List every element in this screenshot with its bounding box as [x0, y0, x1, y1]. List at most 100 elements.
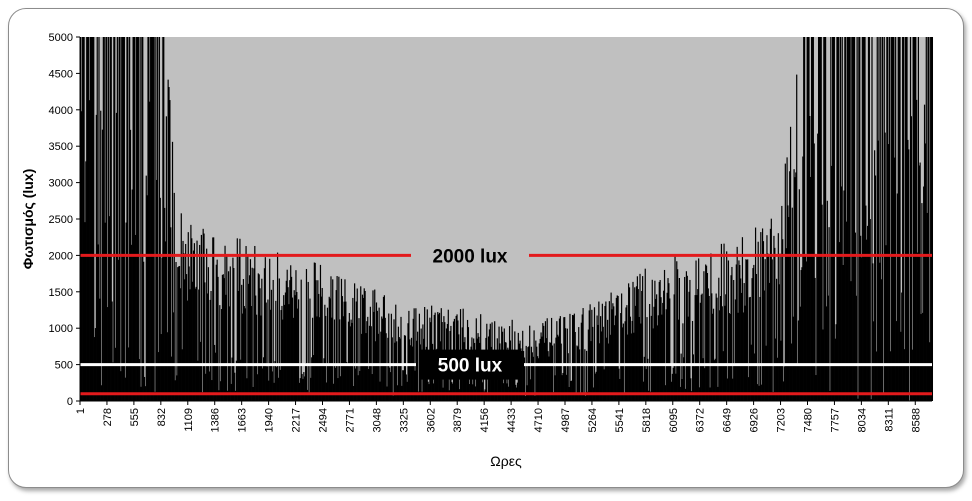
- bar: [249, 259, 252, 401]
- bar: [245, 246, 247, 401]
- x-tick-label: 7480: [802, 408, 814, 432]
- bar: [248, 283, 250, 401]
- bar: [80, 37, 82, 401]
- bar: [160, 334, 162, 401]
- bar: [762, 241, 765, 401]
- bar: [675, 373, 677, 401]
- bar: [106, 37, 108, 401]
- bar: [786, 157, 788, 401]
- bar: [689, 279, 691, 401]
- bar: [292, 317, 294, 401]
- bar: [687, 316, 689, 401]
- x-tick-label: 3879: [452, 408, 464, 432]
- bar: [190, 224, 192, 401]
- bar: [593, 307, 596, 401]
- y-tick-label: 500: [55, 360, 73, 372]
- bar: [613, 306, 615, 401]
- bar: [299, 378, 301, 401]
- bar: [92, 37, 94, 401]
- bar: [596, 315, 598, 401]
- bar: [760, 232, 762, 401]
- bar: [928, 37, 930, 401]
- bar: [598, 301, 600, 401]
- bar: [642, 381, 645, 401]
- bar: [864, 37, 866, 401]
- bar: [378, 307, 380, 401]
- x-tick-label: 3325: [398, 408, 410, 432]
- bar: [876, 37, 878, 401]
- bar: [559, 316, 561, 401]
- bar: [218, 390, 220, 401]
- bar: [916, 99, 918, 402]
- bar: [726, 378, 729, 401]
- bar: [820, 37, 822, 401]
- bar: [832, 37, 835, 401]
- bar: [725, 294, 727, 401]
- bar: [124, 377, 126, 401]
- bar: [740, 278, 742, 401]
- bar: [581, 314, 583, 401]
- bar: [157, 37, 159, 401]
- bar: [334, 367, 336, 401]
- bar: [215, 264, 217, 401]
- bar: [84, 222, 86, 401]
- bar: [839, 37, 842, 401]
- bar: [118, 37, 120, 401]
- bar: [236, 238, 238, 401]
- bar: [90, 37, 92, 401]
- bar: [600, 316, 602, 401]
- bar: [247, 255, 249, 401]
- bar: [781, 205, 783, 401]
- bar: [424, 370, 427, 401]
- bar: [427, 381, 429, 401]
- bar: [638, 316, 640, 401]
- bar: [362, 297, 364, 401]
- bar: [143, 376, 146, 401]
- bar: [896, 193, 898, 401]
- bar: [525, 345, 527, 401]
- bar: [854, 232, 856, 401]
- bar: [892, 37, 894, 401]
- bar: [931, 37, 934, 401]
- bar: [891, 37, 893, 401]
- bar: [294, 295, 296, 401]
- bar: [895, 37, 897, 401]
- bar: [683, 357, 685, 401]
- bar: [143, 261, 145, 401]
- bar: [276, 367, 278, 401]
- bar: [920, 314, 922, 401]
- bar: [881, 279, 883, 401]
- bar: [527, 347, 529, 401]
- bar: [903, 349, 905, 401]
- bar: [112, 362, 114, 401]
- bar: [543, 342, 546, 401]
- bar: [649, 391, 652, 401]
- bar: [775, 338, 777, 401]
- bar: [204, 282, 206, 401]
- x-tick-label: 7757: [829, 408, 841, 432]
- bar: [373, 311, 375, 401]
- bar: [614, 325, 616, 401]
- bar: [741, 237, 744, 401]
- bar: [922, 312, 924, 401]
- bar: [744, 305, 746, 401]
- bar: [390, 313, 392, 401]
- bar: [818, 37, 821, 401]
- bar: [277, 377, 280, 401]
- bar: [227, 271, 230, 401]
- bar: [340, 278, 343, 401]
- bar: [306, 389, 308, 401]
- bar: [192, 281, 194, 401]
- bar: [251, 267, 253, 401]
- bar: [634, 287, 636, 401]
- bar: [105, 37, 107, 401]
- x-tick-label: 1386: [210, 408, 222, 432]
- bar: [887, 37, 889, 401]
- bar: [393, 319, 395, 401]
- bar: [897, 37, 899, 401]
- bar: [588, 310, 590, 401]
- bar: [710, 253, 712, 401]
- bar: [278, 278, 280, 401]
- bar: [586, 350, 588, 401]
- bar: [260, 315, 262, 401]
